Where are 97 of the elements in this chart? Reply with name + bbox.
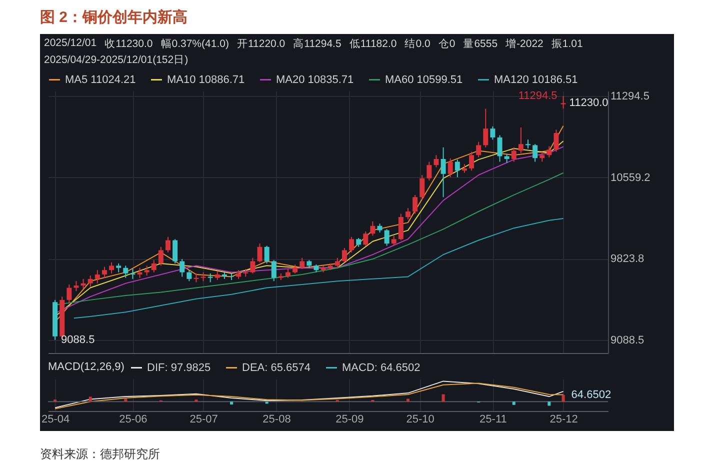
- candlestick: [434, 154, 439, 168]
- candlestick: [137, 267, 142, 278]
- candlestick: [349, 236, 354, 253]
- candlestick: [420, 174, 425, 200]
- bar: [230, 402, 234, 404]
- candlestick: [469, 151, 474, 172]
- candlestick: [532, 144, 538, 162]
- candlestick: [391, 235, 396, 246]
- text: 高11294.5: [293, 37, 342, 51]
- candlestick: [406, 208, 410, 220]
- candlestick: [546, 146, 552, 158]
- candlestick: [172, 238, 178, 264]
- line-series: [73, 218, 564, 319]
- text: 收11230.0: [104, 37, 153, 51]
- candlestick: [426, 161, 432, 182]
- candlestick: [186, 270, 192, 282]
- candlestick: [166, 236, 170, 253]
- candlestick: [476, 141, 482, 158]
- x-tick-label: 25-04: [41, 414, 70, 426]
- annotation: 9088.5: [61, 334, 95, 346]
- candlestick: [518, 126, 524, 154]
- candlestick: [483, 108, 488, 148]
- candlestick: [440, 146, 446, 198]
- candlestick: [398, 213, 404, 241]
- bar: [442, 394, 445, 402]
- legend-label: MACD: 64.6502: [342, 362, 420, 374]
- text: 增-2022: [506, 37, 544, 51]
- y-tick-label: 9823.8: [610, 253, 644, 266]
- candlestick: [74, 280, 79, 292]
- candlestick: [497, 134, 502, 162]
- candlestick: [490, 126, 496, 140]
- candlestick: [271, 260, 276, 282]
- candlestick: [257, 243, 262, 263]
- bar: [548, 402, 551, 406]
- text: 振1.01: [551, 37, 583, 51]
- text: 量6555: [463, 37, 498, 51]
- candlestick: [370, 220, 376, 236]
- candlestick: [412, 194, 418, 214]
- legend-title: MACD(12,26,9): [48, 361, 124, 373]
- bar: [512, 402, 516, 405]
- chart-title: 图 2：铜价创年内新高: [40, 8, 188, 27]
- candlestick: [300, 257, 305, 270]
- candlestick: [123, 265, 128, 278]
- candlestick: [66, 284, 72, 304]
- y-tick-label: 11294.5: [610, 90, 650, 103]
- legend-label: DEA: 65.6574: [242, 362, 310, 374]
- candlestick: [334, 257, 340, 268]
- candlestick: [554, 129, 559, 152]
- candlestick: [363, 230, 368, 246]
- candlestick: [250, 257, 256, 274]
- candlestick: [94, 270, 100, 284]
- candlestick: [102, 266, 107, 278]
- bar: [88, 396, 92, 402]
- x-tick-label: 25-12: [550, 414, 578, 426]
- annotation: 64.6502: [571, 388, 612, 401]
- candlestick: [560, 96, 566, 109]
- legend-label: MA20 10835.71: [276, 74, 354, 86]
- legend-label: MA5 11024.21: [65, 74, 136, 86]
- candlestick: [180, 258, 185, 278]
- text: 幅0.37%(41.0): [160, 37, 229, 51]
- candlestick: [511, 146, 516, 162]
- candlestick: [144, 265, 150, 276]
- x-tick-label: 25-08: [262, 414, 291, 426]
- text: 开11220.0: [236, 37, 286, 51]
- text: 2025/12/01: [44, 37, 97, 51]
- text: 资料来源：德邦研究所: [40, 446, 160, 463]
- legend-label: MA60 10599.51: [385, 74, 463, 86]
- bar: [562, 394, 565, 402]
- candlestick: [80, 278, 86, 290]
- y-tick-label: 9088.5: [610, 334, 644, 346]
- candlestick: [448, 158, 453, 178]
- candlestick: [454, 159, 460, 178]
- x-tick-label: 25-09: [336, 414, 364, 426]
- text: 仓0: [438, 37, 456, 51]
- text: 结0.0: [404, 37, 430, 51]
- candlestick: [88, 275, 93, 288]
- legend-label: MA120 10186.51: [494, 74, 578, 86]
- candlestick: [158, 246, 164, 266]
- candlestick: [342, 247, 347, 263]
- annotation: 11294.5: [518, 90, 558, 102]
- annotation: 11230.0: [569, 97, 608, 110]
- candlestick: [384, 228, 390, 246]
- y-tick-label: 10559.2: [610, 172, 650, 184]
- text: 2025/04/29-2025/12/01(152日): [44, 53, 188, 67]
- candlestick: [151, 260, 156, 273]
- candlestick: [264, 245, 270, 264]
- candlestick: [540, 151, 545, 162]
- x-tick-label: 25-11: [480, 414, 507, 426]
- text: 低11182.0: [349, 37, 397, 51]
- x-tick-label: 25-07: [190, 414, 218, 426]
- candlestick: [109, 262, 114, 274]
- x-tick-label: 25-06: [119, 414, 148, 426]
- candlestick: [526, 139, 530, 149]
- x-tick-label: 25-10: [406, 414, 434, 426]
- legend-label: MA10 10886.71: [167, 74, 245, 86]
- legend-label: DIF: 97.9825: [147, 362, 211, 374]
- candlestick: [130, 268, 136, 280]
